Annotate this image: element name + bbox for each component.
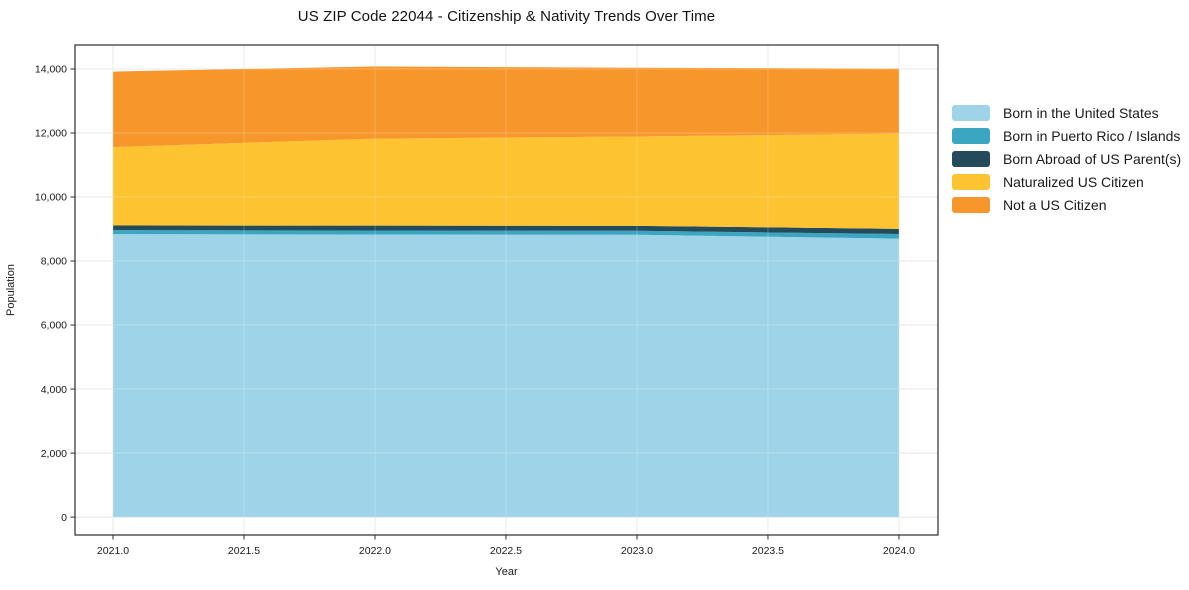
legend-label-puerto-rico: Born in Puerto Rico / Islands (1003, 127, 1181, 144)
legend-item-naturalized: Naturalized US Citizen (952, 173, 1181, 190)
legend-label-not-citizen: Not a US Citizen (1003, 196, 1107, 213)
x-tick-label: 2023.0 (621, 545, 653, 557)
legend-swatch-born-abroad (952, 150, 990, 167)
y-axis-label: Population (5, 264, 17, 316)
x-tick-label: 2022.0 (359, 545, 391, 557)
x-tick-label: 2022.5 (490, 545, 522, 557)
legend-swatch-born-us (952, 104, 990, 121)
legend-swatch-puerto-rico (952, 127, 990, 144)
legend-label-born-abroad: Born Abroad of US Parent(s) (1003, 150, 1182, 167)
area-born-in-puerto-rico-islands (112, 230, 899, 239)
area-born-in-the-united-states (112, 234, 899, 518)
x-tick-label: 2024.0 (883, 545, 915, 557)
legend-swatch-naturalized (952, 173, 990, 190)
y-tick-label: 2,000 (41, 448, 67, 460)
plot-border (74, 44, 939, 536)
x-axis-label: Year (495, 566, 518, 578)
area-naturalized-us-citizen (112, 133, 899, 229)
y-tick-label: 12,000 (35, 128, 67, 140)
x-tick-label: 2021.0 (97, 545, 129, 557)
legend-swatch-not-citizen (952, 196, 990, 213)
y-tick-label: 14,000 (35, 64, 67, 76)
y-tick-label: 8,000 (41, 256, 67, 268)
chart-title: US ZIP Code 22044 - Citizenship & Nativi… (297, 8, 716, 25)
legend-label-born-us: Born in the United States (1003, 104, 1159, 121)
y-tick-label: 10,000 (35, 192, 67, 204)
y-tick-label: 6,000 (41, 320, 67, 332)
legend-item-puerto-rico: Born in Puerto Rico / Islands (952, 127, 1181, 144)
y-tick-label: 4,000 (41, 384, 67, 396)
legend-item-not-citizen: Not a US Citizen (952, 196, 1181, 213)
legend-item-born-us: Born in the United States (952, 104, 1181, 121)
legend-label-naturalized: Naturalized US Citizen (1003, 173, 1144, 190)
y-tick-label: 0 (61, 512, 67, 524)
x-tick-label: 2023.5 (752, 545, 784, 557)
area-born-abroad-of-us-parent-s- (112, 225, 899, 234)
x-tick-label: 2021.5 (228, 545, 260, 557)
area-not-a-us-citizen (112, 66, 899, 148)
legend: Born in the United States Born in Puerto… (952, 104, 1181, 219)
legend-item-born-abroad: Born Abroad of US Parent(s) (952, 150, 1181, 167)
